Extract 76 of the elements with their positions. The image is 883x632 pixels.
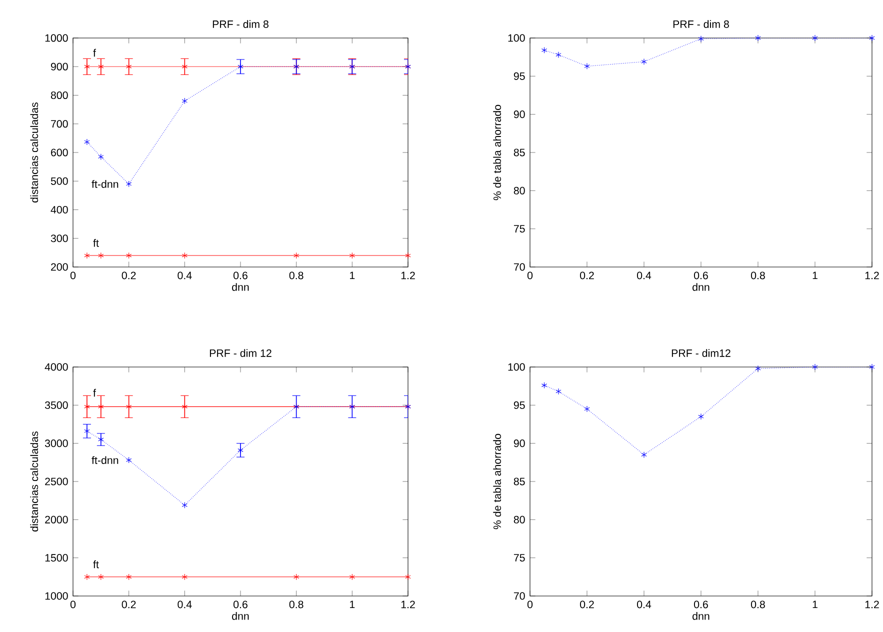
y-tick-label: 80 <box>514 186 525 194</box>
y-tick-label: 500 <box>50 177 68 185</box>
x-tick-label: 0.6 <box>694 600 708 608</box>
x-tick-label: 0 <box>70 272 76 280</box>
y-tick-label: 2500 <box>45 478 68 486</box>
x-tick-label: 0.4 <box>178 600 192 608</box>
y-tick-label: 70 <box>514 592 525 600</box>
x-tick-label: 0.6 <box>234 272 248 280</box>
series-label: ft <box>93 560 99 568</box>
x-tick-label: 0.2 <box>122 600 136 608</box>
x-axis-title: dnn <box>692 283 710 291</box>
x-tick-label: 0.6 <box>234 600 248 608</box>
y-tick-label: 1000 <box>45 34 68 42</box>
y-tick-label: 85 <box>514 478 525 486</box>
series-label: ft <box>93 239 99 247</box>
y-tick-label: 300 <box>50 234 68 242</box>
y-tick-label: 75 <box>514 225 525 233</box>
y-tick-label: 900 <box>51 62 68 70</box>
x-axis-title: dnn <box>232 283 249 291</box>
x-axis-title: dnn <box>232 612 249 620</box>
y-axis-title: distancias calculadas <box>30 102 38 202</box>
x-tick-label: 1.2 <box>865 600 879 608</box>
y-tick-label: 80 <box>514 516 525 524</box>
x-tick-label: 0.4 <box>637 600 652 608</box>
x-tick-label: 1 <box>350 600 355 608</box>
x-tick-label: 0.2 <box>580 272 594 280</box>
x-tick-label: 0 <box>527 600 533 608</box>
chart-title: PRF - dim 12 <box>210 349 272 357</box>
y-tick-label: 1500 <box>45 554 68 562</box>
x-axis-title: dnn <box>692 612 710 620</box>
x-tick-label: 0.8 <box>751 600 765 608</box>
x-tick-label: 0.2 <box>122 272 136 280</box>
y-axis-title: % de tabla ahorrado <box>493 434 502 530</box>
y-tick-label: 90 <box>514 110 525 118</box>
y-axis-title: distancias calculadas <box>30 432 38 532</box>
y-tick-label: 700 <box>51 120 68 128</box>
x-tick-label: 0 <box>527 272 533 280</box>
y-tick-label: 400 <box>50 206 68 214</box>
x-tick-label: 0.8 <box>289 600 304 608</box>
y-tick-label: 95 <box>514 401 525 409</box>
y-tick-label: 100 <box>508 34 525 42</box>
y-tick-label: 75 <box>514 554 525 562</box>
x-tick-label: 0 <box>70 600 76 608</box>
y-tick-label: 90 <box>514 440 525 448</box>
y-axis-title: % de tabla ahorrado <box>493 104 502 200</box>
x-tick-label: 1 <box>812 600 818 608</box>
y-tick-label: 1000 <box>45 592 68 600</box>
chart-title: PRF - dim12 <box>672 349 730 357</box>
x-tick-label: 1.2 <box>865 272 879 280</box>
chart-title: PRF - dim 8 <box>212 20 268 28</box>
series-label: ft-dnn <box>92 456 118 464</box>
x-tick-label: 0.2 <box>580 600 594 608</box>
y-tick-label: 70 <box>514 263 525 271</box>
x-tick-label: 0.4 <box>637 272 652 280</box>
y-tick-label: 200 <box>51 263 68 271</box>
series-label: f <box>93 48 96 57</box>
y-tick-label: 3500 <box>44 401 68 409</box>
y-tick-label: 85 <box>514 148 525 156</box>
chart-title: PRF - dim 8 <box>673 20 729 28</box>
x-tick-label: 1.2 <box>401 272 415 280</box>
y-tick-label: 95 <box>514 72 525 80</box>
y-tick-label: 100 <box>508 363 525 371</box>
x-tick-label: 1 <box>812 272 818 280</box>
x-tick-label: 0.8 <box>751 272 765 280</box>
x-tick-label: 0.4 <box>178 272 192 280</box>
series-label: f <box>93 388 96 397</box>
y-tick-label: 800 <box>50 91 68 100</box>
y-tick-label: 4000 <box>44 363 68 371</box>
y-tick-label: 3000 <box>44 440 68 448</box>
x-tick-label: 0.6 <box>694 272 708 280</box>
x-tick-label: 1 <box>350 272 355 280</box>
series-label: ft-dnn <box>92 180 118 188</box>
x-tick-label: 1.2 <box>401 600 415 608</box>
x-tick-label: 0.8 <box>289 272 304 280</box>
y-tick-label: 600 <box>51 148 68 156</box>
y-tick-label: 2000 <box>45 516 68 524</box>
